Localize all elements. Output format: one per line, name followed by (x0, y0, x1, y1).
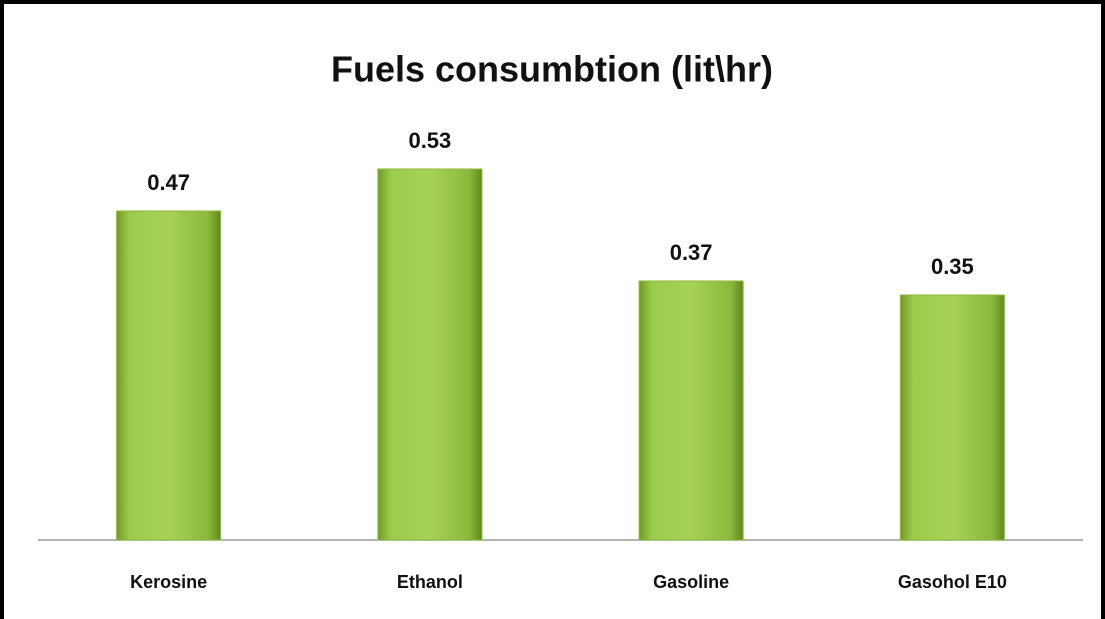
chart-title: Fuels consumbtion (lit\hr) (331, 49, 773, 90)
data-label: 0.35 (931, 254, 974, 279)
data-label: 0.37 (670, 240, 713, 265)
bar (899, 294, 1005, 541)
bar (116, 210, 222, 541)
bar (638, 280, 744, 541)
bar (377, 168, 483, 541)
x-tick-label: Gasoline (653, 572, 729, 592)
x-tick-label: Gasohol E10 (898, 572, 1007, 592)
x-tick-label: Kerosine (130, 572, 207, 592)
data-label: 0.47 (147, 170, 190, 195)
x-tick-label: Ethanol (397, 572, 463, 592)
data-label: 0.53 (408, 128, 451, 153)
